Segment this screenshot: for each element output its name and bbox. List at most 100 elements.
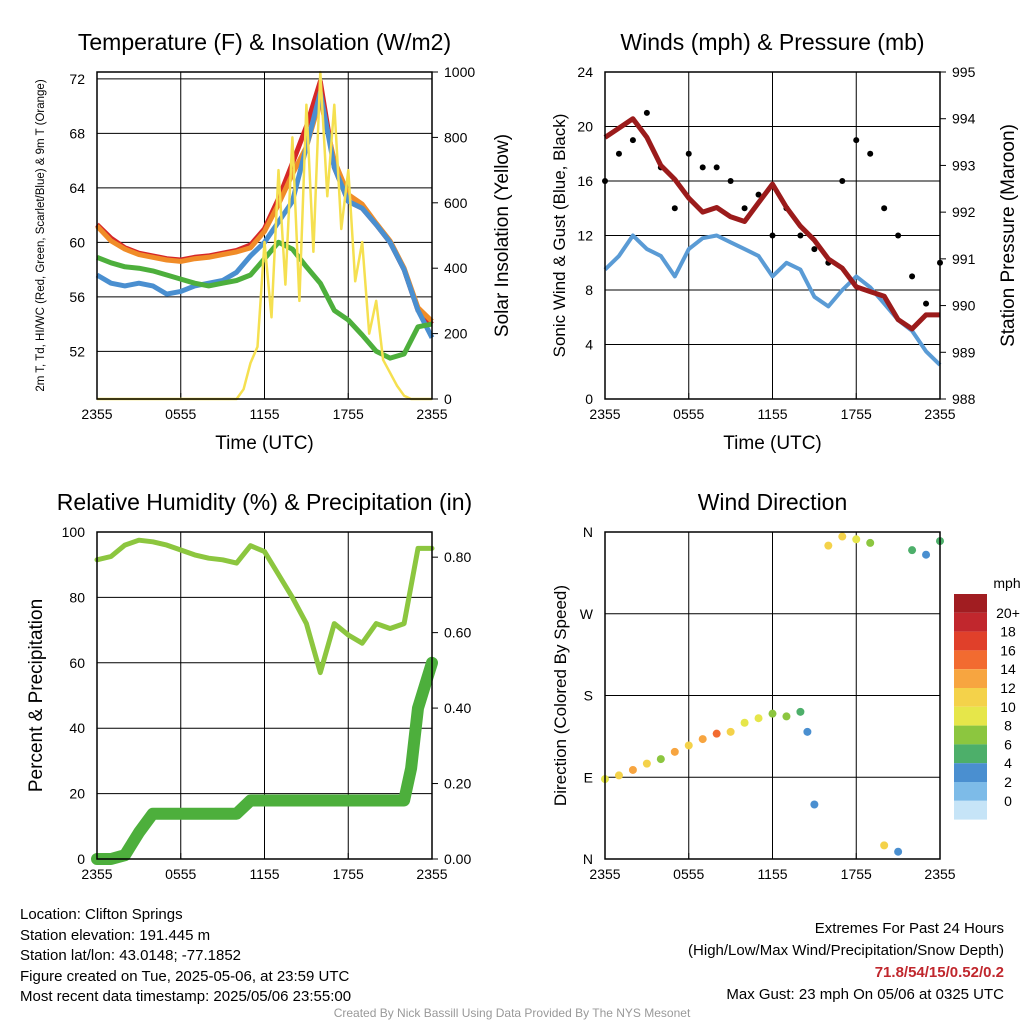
extremes-values: 71.8/54/15/0.52/0.2 — [874, 964, 1004, 981]
gust-point — [727, 178, 734, 184]
direction-point — [908, 546, 917, 555]
y-tick-label: E — [584, 769, 593, 785]
wind-series-maroon — [603, 116, 940, 332]
y-right-tick-label: 1000 — [444, 64, 475, 80]
credit-text: Created By Nick Bassill Using Data Provi… — [333, 1006, 691, 1020]
x-tick-label: 1155 — [249, 406, 279, 422]
direction-point — [782, 712, 791, 721]
y-axis-label-2: Percent & Precipitation — [26, 599, 47, 792]
legend-label: 20+ — [996, 605, 1020, 621]
gust-point — [699, 164, 706, 171]
x-tick-label: 0555 — [165, 406, 196, 422]
gust-point — [839, 178, 846, 184]
panel-title-3: Wind Direction — [698, 489, 848, 515]
x-tick-label: 0555 — [673, 866, 704, 882]
legend-label: 10 — [1000, 699, 1016, 715]
gust-point — [811, 246, 818, 253]
gust-point — [867, 150, 874, 157]
direction-point — [712, 729, 721, 738]
gust-point — [629, 137, 636, 144]
direction-point — [684, 741, 693, 750]
direction-point — [726, 727, 735, 736]
y-tick-label: 80 — [69, 589, 85, 605]
x-axis-label-1: Time (UTC) — [723, 433, 822, 454]
gust-point — [615, 150, 622, 157]
gust-point — [881, 205, 888, 212]
legend-label: 8 — [1004, 718, 1012, 734]
legend-label: 18 — [1000, 624, 1016, 640]
y-tick-label: 20 — [69, 786, 85, 802]
y-tick-label: 24 — [577, 64, 593, 80]
panel-frame — [604, 71, 941, 400]
direction-point — [656, 755, 665, 764]
direction-point — [824, 541, 833, 550]
y-right-tick-label: 200 — [444, 326, 468, 342]
x-tick-label: 1155 — [757, 406, 787, 422]
x-tick-label: 2355 — [416, 406, 447, 422]
gust-point — [671, 205, 678, 212]
x-tick-label: 2355 — [416, 866, 447, 882]
x-tick-label: 1155 — [757, 866, 787, 882]
x-tick-label: 2355 — [924, 866, 955, 882]
y-tick-label: N — [583, 851, 593, 867]
legend-swatch — [954, 594, 987, 613]
legend-label: 14 — [1000, 661, 1016, 677]
y-right-tick-label: 0.80 — [444, 549, 471, 565]
legend-swatch — [954, 800, 987, 820]
gust-point — [853, 137, 860, 144]
y-tick-label: 12 — [577, 228, 593, 244]
legend-swatch — [954, 631, 987, 651]
station-info: Location: Clifton Springs Station elevat… — [20, 905, 351, 1008]
y-axis-label-1: Sonic Wind & Gust (Blue, Black) — [550, 114, 569, 358]
panel-frame — [96, 531, 433, 860]
y-right-axis-label-1: Station Pressure (Maroon) — [998, 124, 1019, 347]
panel-title-0: Temperature (F) & Insolation (W/m2) — [78, 29, 451, 55]
elevation-text: Station elevation: 191.445 m — [20, 926, 211, 944]
legend-label: 16 — [1000, 642, 1016, 658]
y-right-tick-label: 400 — [444, 260, 468, 276]
legend-swatch — [954, 763, 987, 782]
x-tick-label: 2355 — [589, 866, 620, 882]
gust-point — [769, 232, 776, 239]
y-tick-label: 8 — [585, 282, 593, 298]
y-right-tick-label: 991 — [952, 251, 976, 267]
y-tick-label: 60 — [69, 655, 85, 671]
y-tick-label: 60 — [69, 234, 85, 250]
y-right-tick-label: 600 — [444, 195, 468, 211]
panel-frame — [96, 71, 433, 400]
direction-point — [803, 727, 812, 736]
gust-point — [755, 191, 762, 198]
y-right-tick-label: 0.20 — [444, 776, 471, 792]
x-tick-label: 0555 — [673, 406, 704, 422]
y-axis-label-0: 2m T, Td, HI/WC (Red, Green, Scarlet/Blu… — [35, 79, 47, 391]
y-tick-label: 0 — [77, 851, 85, 867]
direction-point — [810, 800, 819, 809]
direction-point — [628, 765, 637, 774]
x-tick-label: 1755 — [841, 866, 872, 882]
y-right-tick-label: 989 — [952, 344, 976, 360]
rh-series-precip — [91, 656, 438, 865]
legend-swatch — [954, 706, 987, 726]
x-tick-label: 1755 — [841, 406, 872, 422]
gust-point — [741, 205, 748, 212]
recent-text: Most recent data timestamp: 2025/05/06 2… — [20, 988, 352, 1005]
location-text: Location: Clifton Springs — [20, 906, 183, 923]
y-tick-label: 0 — [585, 391, 593, 407]
x-tick-label: 2355 — [81, 866, 112, 882]
y-right-tick-label: 0.40 — [444, 700, 471, 716]
y-tick-label: 52 — [69, 343, 85, 359]
legend-swatch — [954, 650, 987, 670]
y-tick-label: 72 — [69, 71, 85, 87]
legend-swatch — [954, 612, 987, 632]
y-tick-label: N — [583, 524, 593, 540]
direction-point — [698, 735, 707, 744]
latlon-text: Station lat/lon: 43.0148; -77.1852 — [20, 947, 242, 964]
legend-title: mph — [993, 575, 1020, 591]
y-right-tick-label: 994 — [952, 111, 976, 127]
y-tick-label: W — [580, 606, 594, 622]
y-right-axis-label-0: Solar Insolation (Yellow) — [492, 134, 513, 337]
gust-point — [713, 164, 720, 171]
x-tick-label: 2355 — [81, 406, 112, 422]
direction-point — [894, 847, 903, 856]
